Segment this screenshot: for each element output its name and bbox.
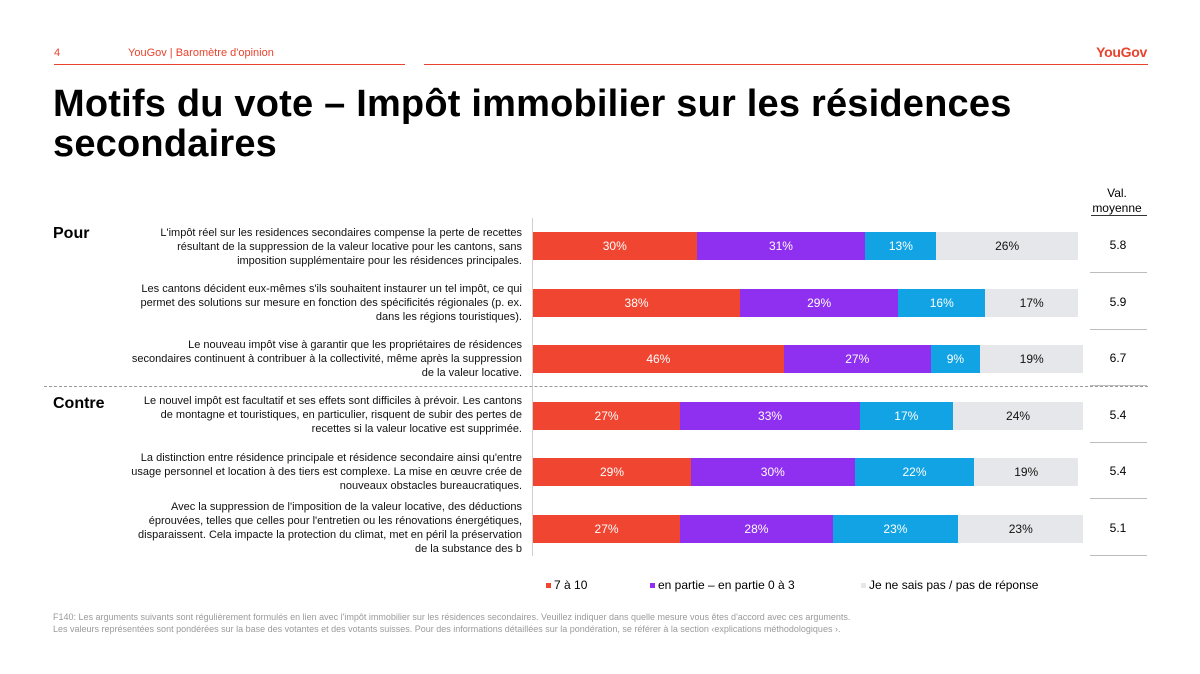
bar-segment: 27% [533,514,681,543]
bar-segment: 16% [898,288,986,317]
legend-item-dontknow: Je ne sais pas / pas de réponse [861,578,1038,592]
legend-item-partial: en partie – en partie [650,578,765,592]
bar-value-label: 26% [995,239,1020,253]
stacked-bar: 29% 30% 22% 19% [533,458,1078,486]
bar-segment: 27% [783,345,931,373]
legend-label-partial: en partie – en partie [658,578,765,592]
bar-value-label: 27% [594,408,619,423]
bar-value-label: 17% [894,408,919,423]
footnote-line1: F140: Les arguments suivants sont réguli… [53,612,851,622]
page-number: 4 [54,47,61,59]
legend-label-disagree: 0 à 3 [768,578,795,592]
chart-axis-line [532,218,533,556]
stacked-bar: 27% 28% 23% 23% [533,514,1084,543]
mean-separator [1090,272,1147,273]
bar-value-label: 19% [1019,352,1044,366]
stacked-bar: 27% 33% 17% 24% [533,401,1084,430]
report-name: YouGov | Baromètre d'opinion [128,47,274,59]
statement-label: Le nouveau impôt vise à garantir que les… [131,339,522,379]
bar-value-label: 27% [594,521,619,536]
bar-segment: 31% [696,232,866,260]
header-rule-left [54,64,405,65]
statement-label: La distinction entre résidence principal… [131,452,522,492]
bar-value-label: 30% [602,239,627,253]
mean-header-line2: moyenne [1092,201,1142,215]
yougov-logo: YouGov [1096,44,1147,60]
bar-value-label: 19% [1014,465,1039,479]
header-rule-right [424,64,1148,65]
bar-segment: 29% [740,288,899,317]
stacked-bar: 38% 29% 16% 17% [533,288,1078,317]
bar-segment: 17% [860,401,953,430]
bar-value-label: 27% [845,352,870,366]
bar-segment: 19% [974,458,1078,486]
legend-label-agree: 7 à 10 [554,578,588,592]
bar-segment: 30% [533,232,697,260]
bar-segment: 28% [680,514,833,543]
bar-segment: 30% [691,458,855,486]
section-label-contre: Contre [53,395,105,412]
stacked-bar: 30% 31% 13% 26% [533,232,1078,260]
footnote: F140: Les arguments suivants sont réguli… [53,611,1053,635]
mean-header-line1: Val. [1107,186,1127,200]
legend-item-agree: 7 à 10 [546,578,587,592]
bar-value-label: 31% [768,239,793,253]
statement-label: Les cantons décident eux-mêmes s'ils sou… [140,283,522,323]
mean-separator [1090,328,1147,330]
bar-value-label: 28% [744,521,769,536]
bar-value-label: 29% [807,295,832,310]
bar-value-label: 22% [902,465,927,479]
section-label-pour: Pour [53,225,90,242]
mean-column-header: Val. moyenne [1084,186,1150,216]
stacked-bar: 46% 27% 9% 19% [533,345,1084,373]
section-divider [44,386,1148,387]
mean-separator [1090,385,1147,386]
bar-segment: 19% [979,345,1084,373]
bar-segment: 38% [533,288,741,317]
mean-separator [1090,441,1147,443]
footnote-line2: Les valeurs représentées sont pondérées … [53,624,841,634]
mean-separator [1090,554,1147,556]
bar-value-label: 29% [600,465,625,479]
bar-value-label: 33% [758,408,783,423]
statement-label: Avec la suppression de l'imposition de l… [138,501,522,555]
statement-label: L'impôt réel sur les residences secondai… [160,227,522,267]
bar-value-label: 23% [883,521,908,536]
bar-segment: 17% [985,288,1078,317]
bar-segment: 29% [533,458,692,486]
bar-value-label: 38% [624,295,649,310]
mean-value: 6.7 [1109,351,1127,365]
bar-value-label: 30% [760,465,785,479]
bar-segment: 9% [930,345,980,373]
bar-segment: 22% [854,458,975,486]
bar-value-label: 24% [1006,408,1031,423]
mean-value: 5.4 [1109,464,1127,478]
bar-segment: 13% [865,232,937,260]
bar-segment: 46% [533,345,784,373]
mean-value: 5.8 [1109,238,1127,252]
bar-value-label: 13% [888,239,913,253]
mean-header-underline [1091,215,1147,216]
bar-value-label: 46% [646,352,671,366]
bar-value-label: 16% [929,295,954,310]
bar-segment: 27% [533,401,681,430]
bar-segment: 24% [952,401,1084,430]
mean-separator [1090,498,1147,499]
mean-value: 5.4 [1109,407,1127,422]
legend-swatch-partial [650,582,655,588]
bar-value-label: 23% [1008,521,1033,536]
statement-label: Le nouvel impôt est facultatif et ses ef… [143,395,522,435]
legend-label-dontknow: Je ne sais pas / pas de réponse [869,578,1039,592]
mean-value: 5.9 [1109,294,1127,309]
bar-value-label: 9% [946,352,965,366]
bar-segment: 23% [832,514,959,543]
legend-swatch-dontknow [861,582,866,588]
bar-value-label: 17% [1019,295,1044,310]
slide-title: Motifs du vote – Impôt immobilier sur le… [53,83,1012,165]
bar-segment: 26% [936,232,1078,260]
bar-segment: 33% [680,401,860,430]
legend-swatch-agree [546,582,551,588]
bar-segment: 23% [958,514,1084,543]
mean-value: 5.1 [1109,520,1127,535]
